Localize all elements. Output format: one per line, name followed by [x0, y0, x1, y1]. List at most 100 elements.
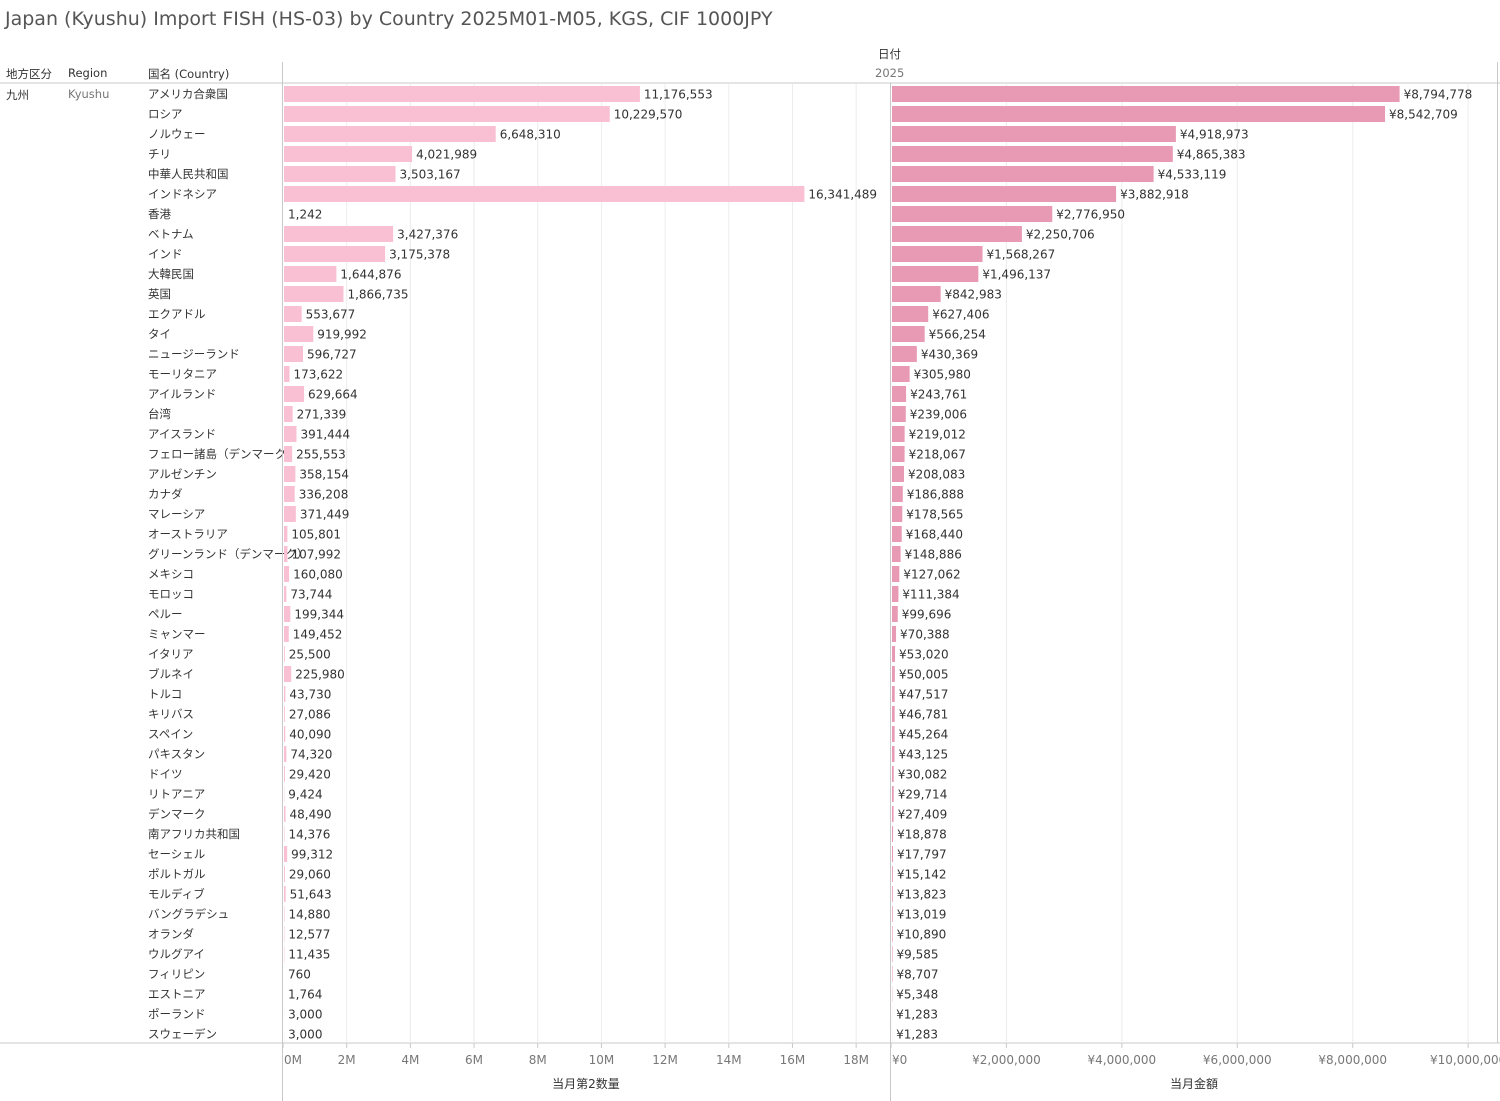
country-label: パキスタン [148, 747, 206, 761]
qty-tick-label: 10M [589, 1053, 615, 1067]
value-data-label: ¥43,125 [898, 748, 948, 762]
value-bar [892, 166, 1154, 182]
qty-bar [284, 766, 285, 782]
value-data-label: ¥168,440 [906, 528, 963, 542]
qty-data-label: 3,000 [288, 1008, 322, 1022]
qty-bar [284, 866, 285, 882]
qty-bar [284, 266, 337, 282]
qty-tick-label: 6M [465, 1053, 483, 1067]
value-data-label: ¥2,776,950 [1056, 208, 1125, 222]
country-label: スウェーデン [148, 1027, 217, 1041]
qty-data-label: 14,376 [288, 828, 330, 842]
qty-bar [284, 246, 386, 262]
value-bar [892, 406, 906, 422]
country-label: セーシェル [148, 847, 206, 861]
qty-bar [284, 606, 291, 622]
qty-data-label: 173,622 [294, 368, 344, 382]
value-data-label: ¥5,348 [896, 988, 938, 1002]
country-label: バングラデシュ [148, 907, 230, 921]
qty-data-label: 391,444 [300, 428, 350, 442]
value-bar [892, 226, 1022, 242]
qty-bar [284, 726, 286, 742]
value-data-label: ¥2,250,706 [1026, 228, 1095, 242]
country-label: ニュージーランド [148, 347, 240, 361]
value-data-label: ¥8,707 [897, 968, 939, 982]
value-data-label: ¥45,264 [899, 728, 949, 742]
qty-data-label: 11,176,553 [644, 88, 713, 102]
country-label: アメリカ合衆国 [148, 87, 228, 101]
country-label: ノルウェー [148, 127, 206, 141]
value-data-label: ¥208,083 [908, 468, 965, 482]
value-data-label: ¥10,890 [897, 928, 947, 942]
value-data-label: ¥4,918,973 [1180, 128, 1249, 142]
value-data-label: ¥18,878 [897, 828, 947, 842]
country-label: フェロー諸島（デンマーク） [148, 447, 298, 461]
value-bar [892, 266, 979, 282]
country-label: ロシア [148, 107, 183, 121]
country-label: インド [148, 247, 183, 261]
value-data-label: ¥218,067 [909, 448, 966, 462]
qty-bar [284, 306, 302, 322]
value-data-label: ¥243,761 [910, 388, 967, 402]
qty-bar [284, 746, 287, 762]
value-bar [892, 186, 1117, 202]
value-bar [892, 606, 898, 622]
value-bar [892, 926, 893, 942]
qty-data-label: 4,021,989 [416, 148, 477, 162]
qty-bar [284, 346, 304, 362]
qty-data-label: 1,866,735 [347, 288, 408, 302]
header-region: Region [68, 66, 108, 80]
qty-bar [284, 186, 805, 202]
value-bar [892, 886, 893, 902]
qty-data-label: 629,664 [308, 388, 358, 402]
qty-bar [284, 546, 288, 562]
country-label: ポルトガル [148, 867, 206, 881]
header-date-field: 日付 [878, 47, 901, 61]
value-bar [892, 326, 925, 342]
qty-data-label: 760 [288, 968, 311, 982]
value-bar [892, 526, 902, 542]
value-data-label: ¥17,797 [897, 848, 947, 862]
value-bar [892, 726, 895, 742]
value-data-label: ¥9,585 [897, 948, 939, 962]
value-bar [892, 706, 895, 722]
qty-data-label: 14,880 [288, 908, 330, 922]
value-data-label: ¥186,888 [907, 488, 964, 502]
qty-data-label: 107,992 [291, 548, 341, 562]
value-bar [892, 346, 917, 362]
qty-data-label: 29,420 [289, 768, 331, 782]
value-bar [892, 206, 1053, 222]
qty-tick-label: 2M [338, 1053, 356, 1067]
qty-bar [284, 406, 293, 422]
qty-bar [284, 526, 288, 542]
country-label: エクアドル [148, 307, 206, 321]
country-label: アイスランド [148, 427, 217, 441]
qty-data-label: 358,154 [299, 468, 349, 482]
qty-bar [284, 386, 305, 402]
value-data-label: ¥13,019 [897, 908, 947, 922]
value-data-label: ¥305,980 [914, 368, 971, 382]
qty-data-label: 40,090 [289, 728, 331, 742]
country-label: スペイン [148, 727, 194, 741]
country-label: ドイツ [148, 767, 183, 781]
value-data-label: ¥99,696 [902, 608, 952, 622]
qty-data-label: 255,553 [296, 448, 346, 462]
qty-axis-title: 当月第2数量 [552, 1076, 620, 1091]
value-bar [892, 486, 903, 502]
qty-data-label: 25,500 [289, 648, 331, 662]
value-data-label: ¥4,533,119 [1158, 168, 1227, 182]
qty-data-label: 596,727 [307, 348, 357, 362]
qty-bar [284, 646, 285, 662]
country-label: ミャンマー [148, 627, 206, 641]
country-label: オーストラリア [148, 527, 228, 541]
value-bar [892, 806, 894, 822]
qty-data-label: 12,577 [288, 928, 330, 942]
qty-data-label: 3,175,378 [389, 248, 450, 262]
country-label: 大韓民国 [148, 267, 194, 281]
value-bar [892, 366, 910, 382]
value-bar [892, 846, 894, 862]
country-label: 台湾 [148, 407, 171, 421]
qty-tick-label: 4M [401, 1053, 419, 1067]
value-bar [892, 966, 893, 982]
value-data-label: ¥1,283 [896, 1008, 938, 1022]
